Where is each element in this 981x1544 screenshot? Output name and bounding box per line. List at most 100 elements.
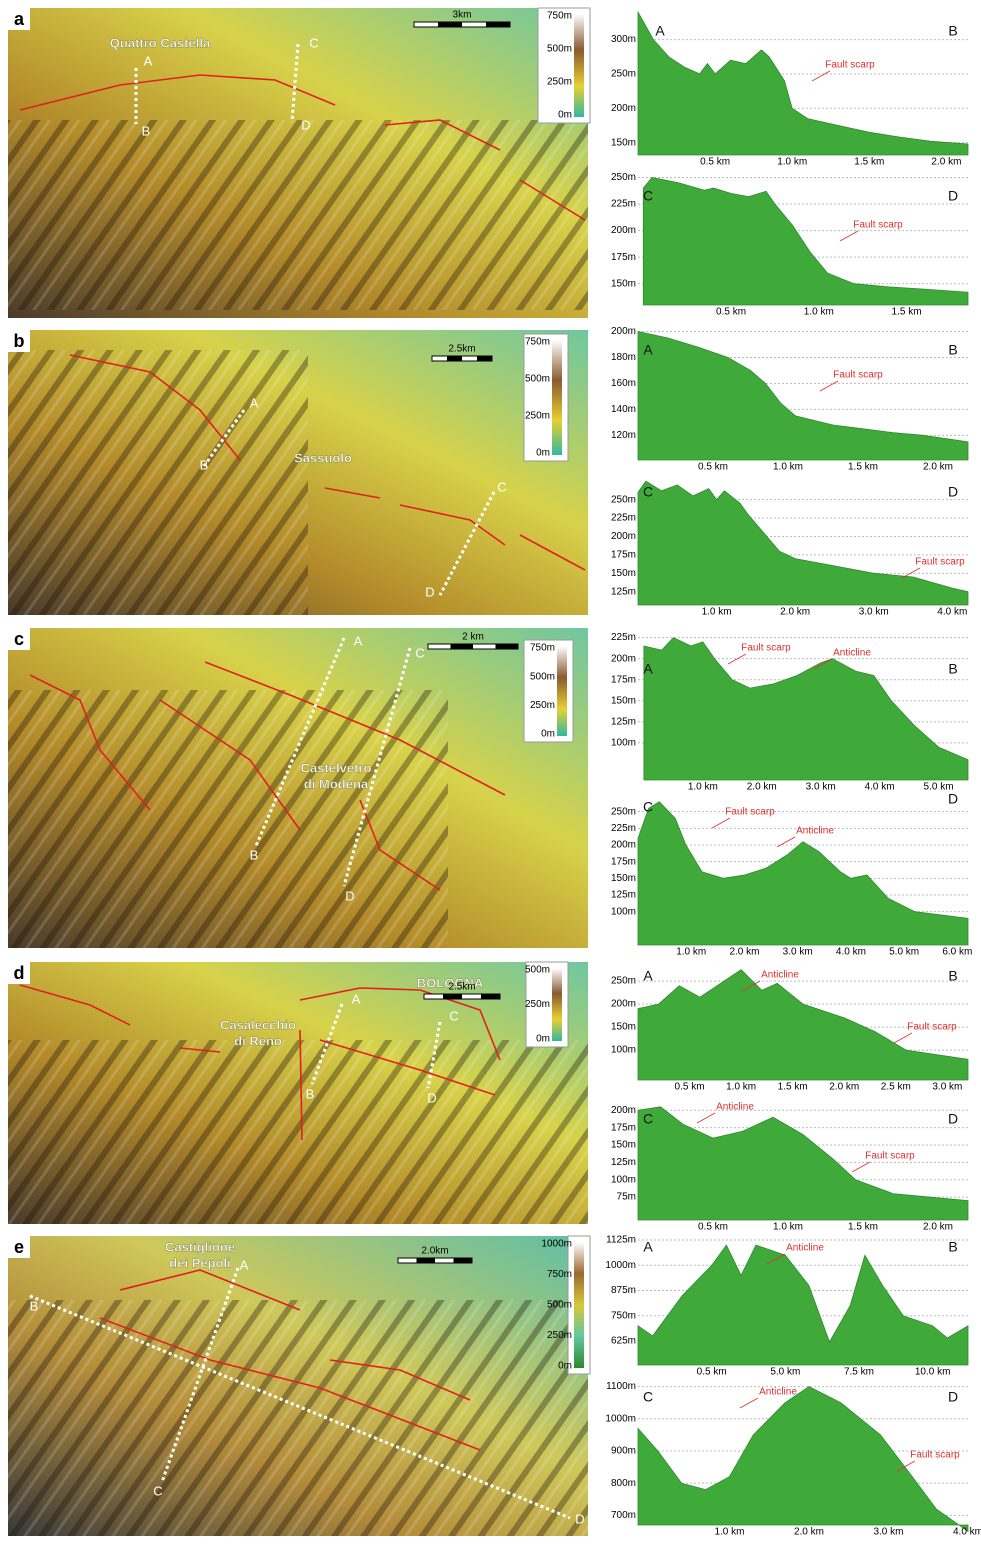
annotation-leader [740,1398,758,1408]
legend-ramp [552,968,562,1041]
legend-label: 0m [536,448,550,459]
section-endpoint: A [643,1239,653,1255]
section-endpoint: B [948,23,957,39]
x-tick-label: 0.5 km [675,1082,705,1093]
scale-label: 2.5km [448,344,475,355]
x-tick-label: 2.0 km [931,157,961,168]
y-tick-label: 150m [611,278,636,289]
scale-bar-dark [447,356,462,361]
y-tick-label: 175m [611,674,636,685]
annotation-leader [820,381,838,391]
page: aQuattro Castella3km750m500m250m0mABCDbS… [0,0,981,1544]
elevation-area [643,177,968,305]
place-name: Castiglione [165,1239,235,1254]
legend-label: 750m [547,1269,572,1280]
x-tick-label: 1.5 km [778,1082,808,1093]
y-tick-label: 1000m [605,1260,636,1271]
x-tick-label: 2.0 km [780,607,810,618]
y-tick-label: 225m [611,513,636,524]
y-tick-label: 200m [611,326,636,337]
section-point: A [354,633,363,648]
x-tick-label: 1.0 km [726,1082,756,1093]
x-tick-label: 1.0 km [714,1527,744,1538]
section-point: C [153,1483,162,1498]
place-name: di Reno [234,1033,282,1048]
section-endpoint: D [948,188,958,204]
y-tick-label: 125m [611,716,636,727]
x-tick-label: 3.0 km [806,782,836,793]
x-tick-label: 2.0 km [829,1082,859,1093]
y-tick-label: 625m [611,1336,636,1347]
x-tick-label: 3.0 km [873,1527,903,1538]
x-tick-label: 0.5 km [698,1222,728,1233]
legend-label: 500m [547,44,572,55]
y-tick-label: 180m [611,352,636,363]
place-name: di Modena [304,776,369,791]
annotation: Anticline [759,1387,797,1398]
annotation: Fault scarp [833,370,883,381]
section-point: B [30,1298,39,1313]
y-tick-label: 100m [611,906,636,917]
x-tick-label: 0.5 km [697,1367,727,1378]
annotation: Fault scarp [907,1022,957,1033]
section-point: C [309,35,318,50]
panel-label: c [14,629,24,649]
annotation-leader [697,1113,715,1123]
legend-label: 0m [558,110,572,121]
legend-label: 250m [547,1330,572,1341]
legend-label: 0m [558,1361,572,1372]
section-endpoint: A [655,23,665,39]
annotation: Fault scarp [865,1151,915,1162]
scale-bar-dark [496,644,519,649]
y-tick-label: 250m [611,806,636,817]
y-tick-label: 200m [611,840,636,851]
y-tick-label: 160m [611,378,636,389]
x-tick-label: 3.0 km [932,1082,962,1093]
section-endpoint: B [948,342,957,358]
x-tick-label: 0.5 km [698,462,728,473]
y-tick-label: 175m [611,856,636,867]
y-tick-label: 75m [617,1192,636,1203]
x-tick-label: 2.0 km [923,1222,953,1233]
y-tick-label: 1100m [606,1381,636,1392]
place-name: Castelvetro [301,760,372,775]
y-tick-label: 225m [611,632,636,643]
x-tick-label: 1.0 km [773,462,803,473]
section-endpoint: A [643,661,653,677]
scale-bar-dark [481,994,500,999]
elevation-area [638,1245,968,1365]
y-tick-label: 150m [611,873,636,884]
scale-label: 2.0km [421,1246,448,1257]
x-tick-label: 2.0 km [794,1527,824,1538]
section-endpoint: D [948,1389,958,1405]
hillshade [8,1040,588,1224]
section-point: C [497,479,506,494]
y-tick-label: 225m [611,823,636,834]
legend-label: 250m [547,77,572,88]
section-point: A [250,395,259,410]
y-tick-label: 175m [611,550,636,561]
section-point: D [301,117,310,132]
y-tick-label: 100m [611,1174,636,1185]
y-tick-label: 200m [611,1105,636,1116]
x-tick-label: 4.0 km [865,782,895,793]
legend-label: 0m [541,729,555,740]
y-tick-label: 250m [611,69,636,80]
x-tick-label: 10.0 km [915,1367,951,1378]
legend-ramp [557,646,567,736]
y-tick-label: 200m [611,653,636,664]
y-tick-label: 150m [611,137,636,148]
section-endpoint: C [643,188,653,204]
annotation-leader [812,71,830,81]
legend-label: 250m [525,411,550,422]
section-point: A [352,991,361,1006]
section-point: D [425,584,434,599]
x-tick-label: 2.0 km [729,947,759,958]
y-tick-label: 300m [611,34,636,45]
x-tick-label: 4.0 km [953,1527,981,1538]
legend-label: 0m [536,1034,550,1045]
x-tick-label: 6.0 km [942,947,972,958]
legend-label: 500m [525,374,550,385]
